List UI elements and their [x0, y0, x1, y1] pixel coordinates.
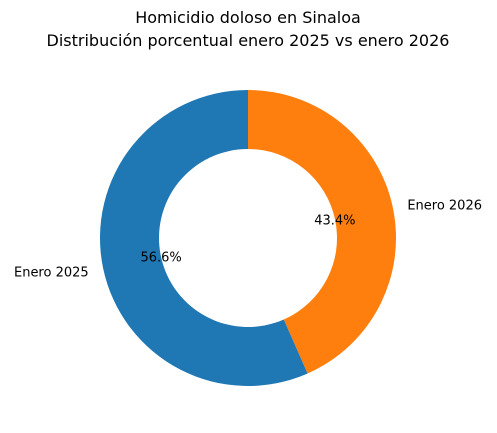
donut-slices: [100, 89, 397, 386]
slice-label: Enero 2026: [407, 198, 482, 213]
slice-label: Enero 2025: [14, 266, 89, 281]
chart-title-line-1: Homicidio doloso en Sinaloa: [135, 8, 361, 27]
slice-enero-2026: [248, 89, 397, 374]
slice-percent-label: 43.4%: [314, 214, 355, 229]
donut-labels: Enero 2025 56.6% Enero 2026 43.4%: [14, 198, 482, 280]
slice-percent-label: 56.6%: [140, 250, 181, 265]
slice-enero-2025: [100, 90, 308, 386]
chart-title-line-2: Distribución porcentual enero 2025 vs en…: [47, 31, 450, 50]
